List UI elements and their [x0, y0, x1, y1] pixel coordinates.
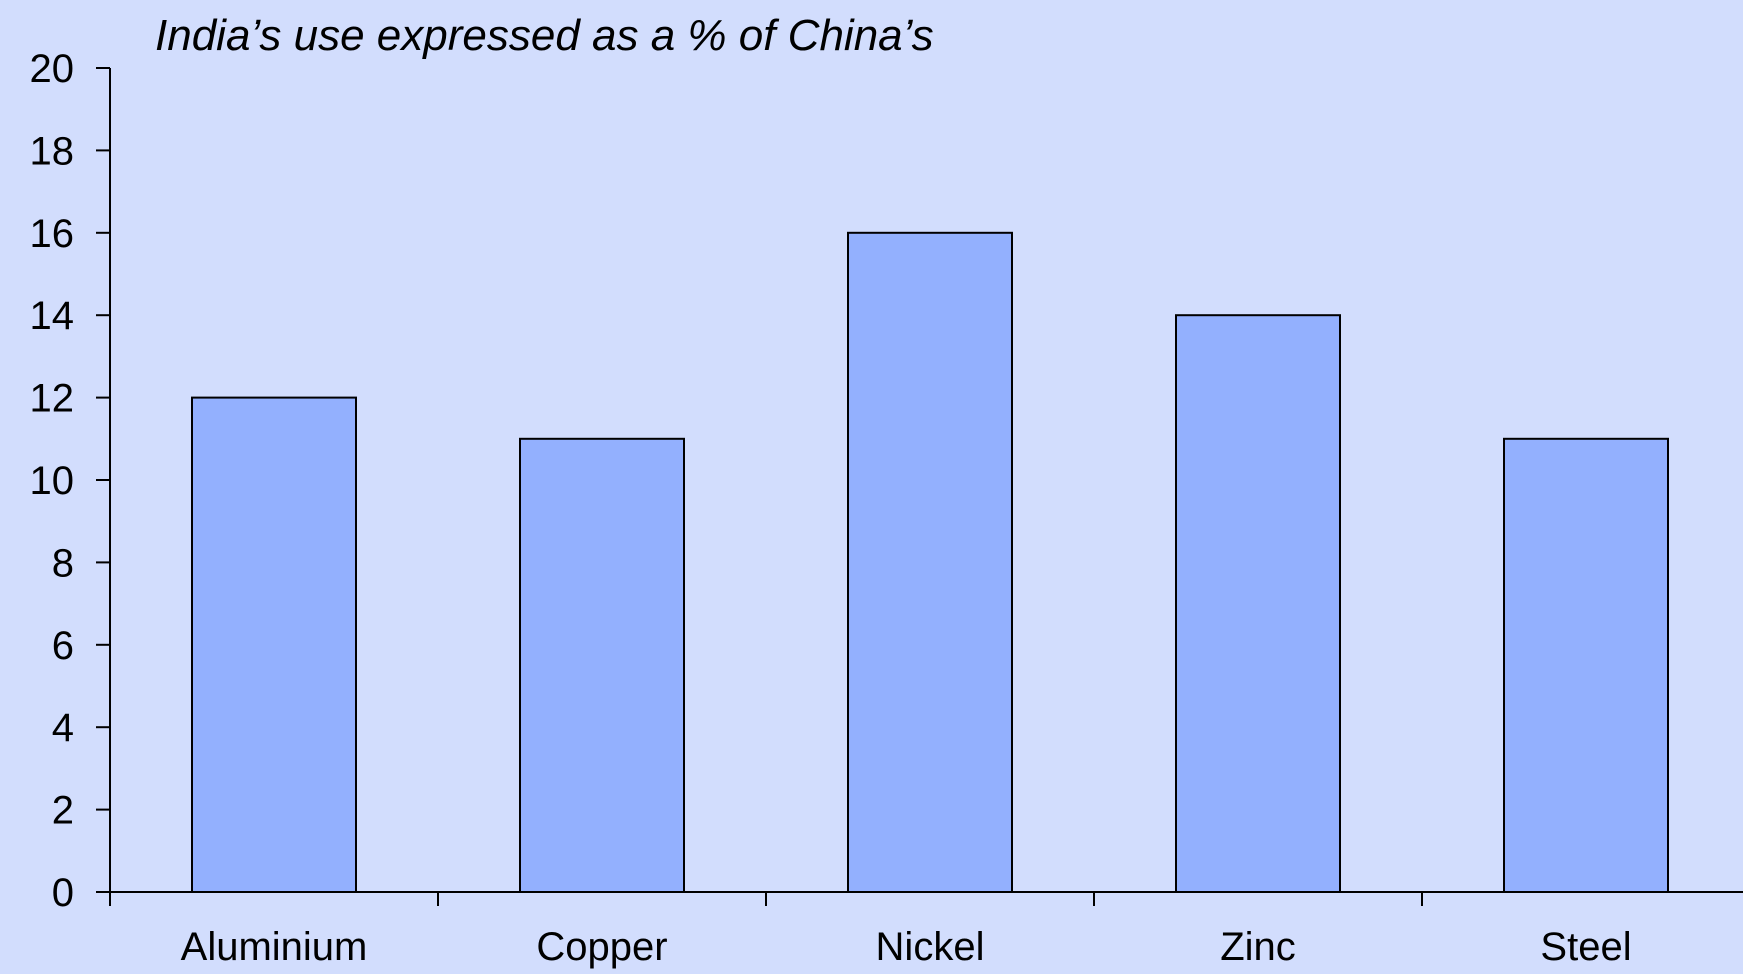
- y-tick-label: 0: [52, 871, 74, 915]
- labels-layer: 0 2 4 6 8 10 12 14 16 18 20 Aluminium Copper Nickel Zi…: [30, 47, 1632, 969]
- bar-zinc: [1175, 314, 1341, 893]
- y-tick-label: 14: [30, 294, 75, 338]
- y-tick-label: 12: [30, 377, 75, 421]
- bar-aluminium: [191, 396, 357, 893]
- x-tick-label: Copper: [536, 925, 667, 969]
- y-tick-label: 20: [30, 47, 75, 91]
- x-tick-label: Nickel: [876, 925, 985, 969]
- chart-title: India’s use expressed as a % of China’s: [155, 11, 934, 60]
- y-tick-label: 18: [30, 129, 75, 173]
- y-tick-label: 10: [30, 459, 75, 503]
- y-tick-label: 16: [30, 212, 75, 256]
- y-tick-label: 6: [52, 624, 74, 668]
- bar-copper: [519, 437, 685, 893]
- x-tick-label: Steel: [1540, 925, 1631, 969]
- x-tick-label: Zinc: [1220, 925, 1296, 969]
- y-tick-label: 2: [52, 789, 74, 833]
- axes-layer: [96, 67, 1743, 906]
- y-tick-label: 8: [52, 541, 74, 585]
- y-tick-label: 4: [52, 706, 74, 750]
- bar-nickel: [847, 231, 1013, 894]
- bar-steel: [1503, 437, 1669, 893]
- x-tick-label: Aluminium: [181, 925, 368, 969]
- bars-layer: [191, 231, 1669, 894]
